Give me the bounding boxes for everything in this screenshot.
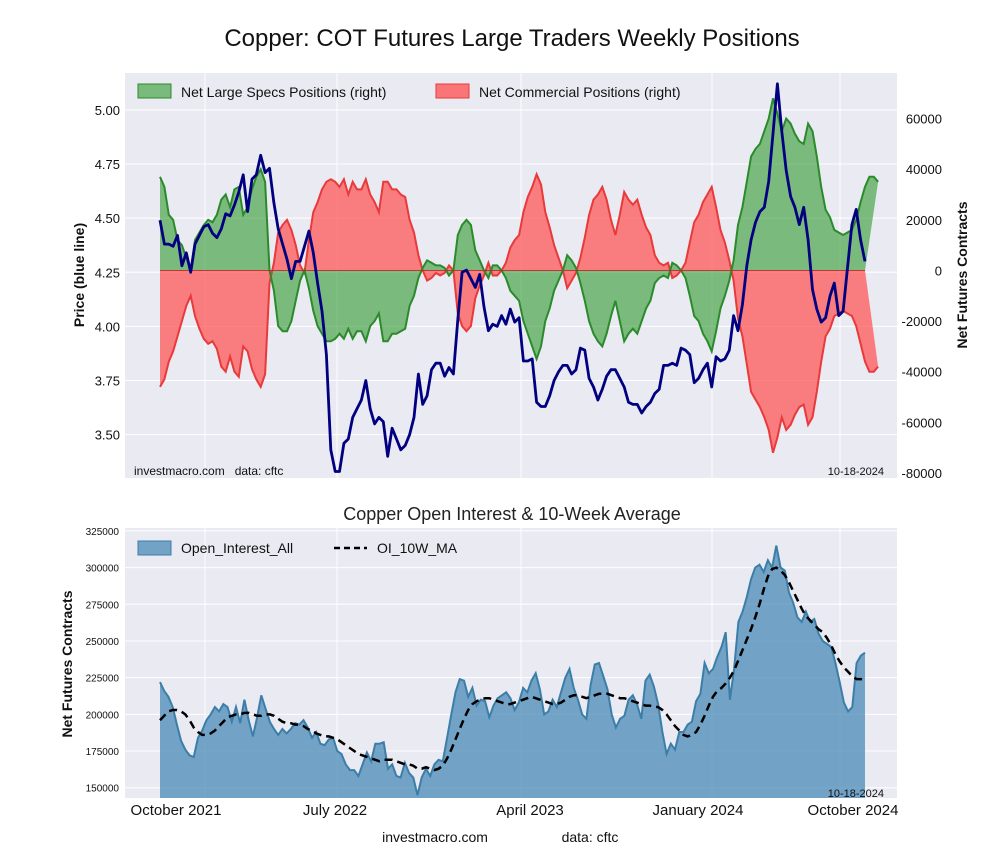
commercial-positions-area: [160, 174, 879, 453]
top-left-tick-label: 4.25: [95, 265, 120, 280]
bottom-panel-moving-average: [159, 566, 866, 772]
bottom-x-axis-ticks: October 2021 July 2022 April 2023 January 2…: [131, 802, 899, 819]
legend-swatch-open-interest: [137, 540, 172, 556]
top-date-label: 10-18-2024: [828, 466, 884, 478]
bottom-left-tick-label: 150000: [86, 784, 120, 795]
top-right-tick-label: -20000: [902, 314, 942, 329]
top-left-tick-label: 4.50: [95, 211, 120, 226]
bottom-x-tick-label: October 2021: [131, 802, 222, 819]
bottom-left-tick-label: 325000: [86, 527, 120, 538]
bottom-x-tick-label: January 2024: [653, 802, 744, 819]
legend-swatch-commercial: [435, 83, 470, 99]
footer-data-source: data: cftc: [562, 829, 619, 845]
top-y-axis-label: Price (blue line): [71, 223, 87, 327]
top-right-tick-label: 20000: [906, 213, 942, 228]
top-left-tick-label: 4.75: [95, 157, 120, 172]
bottom-left-axis-ticks: 150000 175000 200000 225000 250000 275000 3000…: [86, 527, 120, 795]
large-specs-positions-line: [159, 98, 879, 363]
footer-source-site: investmacro.com: [382, 829, 488, 845]
large-specs-positions-area: [160, 98, 879, 360]
bottom-x-tick-label: April 2023: [496, 802, 564, 819]
top-legend: Net Large Specs Positions (right) Net Co…: [137, 83, 681, 100]
top-left-axis-ticks: 3.50 3.75 4.00 4.25 4.50 4.75 5.00: [95, 103, 120, 443]
legend-label-specs: Net Large Specs Positions (right): [181, 84, 386, 100]
bottom-panel: Copper Open Interest & 10-Week Average 1…: [59, 504, 898, 819]
top-left-tick-label: 3.75: [95, 374, 120, 389]
top-right-y-axis-label: Net Futures Contracts: [954, 201, 970, 348]
top-right-tick-label: 60000: [906, 112, 942, 127]
top-right-tick-label: 40000: [906, 162, 942, 177]
top-left-tick-label: 5.00: [95, 103, 120, 118]
bottom-left-tick-label: 200000: [86, 710, 120, 721]
top-right-tick-label: 0: [935, 263, 942, 278]
top-panel: 3.50 3.75 4.00 4.25 4.50 4.75 5.00 -80000 -6000…: [71, 73, 970, 481]
legend-label-open-interest: Open_Interest_All: [181, 540, 293, 556]
top-right-tick-label: -40000: [902, 365, 942, 380]
oi-10w-ma-line: [159, 566, 866, 772]
bottom-x-tick-label: October 2024: [808, 802, 899, 819]
top-watermark: investmacro.com data: cftc: [134, 464, 283, 478]
legend-label-commercial: Net Commercial Positions (right): [479, 84, 681, 100]
bottom-x-tick-label: July 2022: [303, 802, 367, 819]
bottom-y-axis-label: Net Futures Contracts: [59, 590, 75, 737]
main-chart-title: Copper: COT Futures Large Traders Weekly…: [224, 25, 799, 52]
bottom-left-tick-label: 300000: [86, 564, 120, 575]
top-left-tick-label: 3.50: [95, 428, 120, 443]
bottom-left-tick-label: 275000: [86, 600, 120, 611]
top-right-tick-label: -60000: [902, 415, 942, 430]
bottom-left-tick-label: 175000: [86, 747, 120, 758]
bottom-date-label: 10-18-2024: [828, 788, 884, 800]
price-line: [158, 82, 867, 473]
bottom-left-tick-label: 225000: [86, 674, 120, 685]
bottom-left-tick-label: 250000: [86, 637, 120, 648]
top-right-axis-ticks: -80000 -60000 -40000 -20000 0 20000 40000 60000: [902, 112, 942, 481]
legend-swatch-specs: [137, 83, 172, 99]
bottom-chart-title: Copper Open Interest & 10-Week Average: [343, 504, 681, 524]
legend-label-ma: OI_10W_MA: [377, 540, 458, 556]
bottom-legend: Open_Interest_All OI_10W_MA: [137, 540, 458, 556]
top-panel-price-line: [158, 82, 867, 473]
top-left-tick-label: 4.00: [95, 319, 120, 334]
top-right-tick-label: -80000: [902, 466, 942, 481]
